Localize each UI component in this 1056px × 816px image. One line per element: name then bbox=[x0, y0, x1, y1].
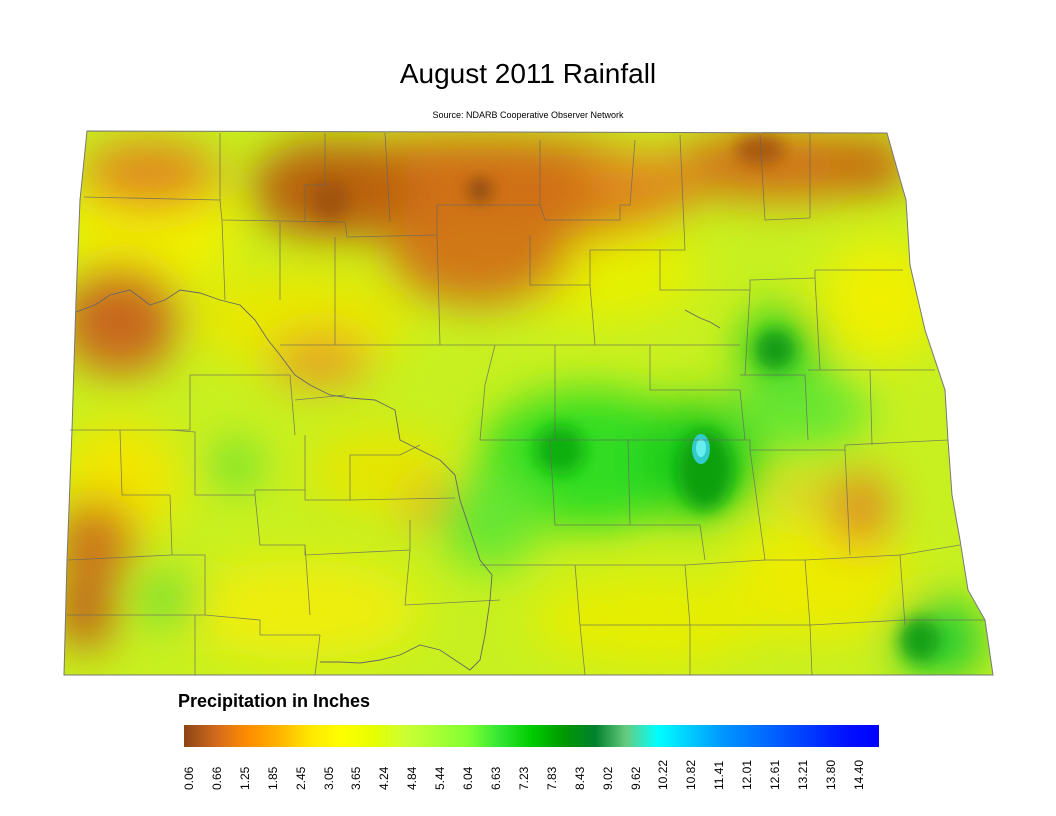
legend-tick-label: 6.63 bbox=[489, 766, 503, 790]
legend-tick-label: 0.66 bbox=[209, 766, 224, 790]
legend-tick-label: 13.21 bbox=[796, 759, 810, 790]
legend-tick-label: 1.25 bbox=[237, 766, 252, 790]
river-boundaries bbox=[75, 289, 721, 671]
legend-tick-label: 5.44 bbox=[433, 766, 448, 790]
map-title: August 2011 Rainfall bbox=[399, 58, 657, 89]
legend-tick-label: 1.85 bbox=[265, 766, 280, 790]
legend-tick-label: 9.02 bbox=[600, 766, 615, 790]
legend-tick-label: 11.41 bbox=[712, 760, 727, 790]
legend-tick-label: 0.06 bbox=[182, 766, 196, 790]
legend-tick-label: 14.40 bbox=[851, 759, 866, 790]
legend-tick-label: 6.04 bbox=[461, 766, 476, 790]
county-boundaries bbox=[67, 132, 985, 676]
legend-colorbar bbox=[184, 725, 879, 747]
legend-tick-label: 12.01 bbox=[740, 759, 755, 790]
legend-tick-label: 13.80 bbox=[823, 759, 838, 790]
legend-title: Precipitation in Inches bbox=[178, 691, 371, 711]
legend-tick-label: 7.83 bbox=[544, 766, 559, 790]
legend-tick-label: 3.65 bbox=[349, 766, 364, 790]
legend-ticks: 0.06 0.66 1.25 1.85 2.45 3.05 3.65 4.24 4.84 5.44… bbox=[182, 752, 879, 792]
legend-tick-label: 8.43 bbox=[572, 766, 587, 790]
legend-tick-label: 12.61 bbox=[768, 759, 783, 790]
legend-tick-label: 4.24 bbox=[377, 766, 392, 790]
legend-tick-label: 7.23 bbox=[516, 766, 531, 790]
legend-tick-label: 3.05 bbox=[321, 766, 336, 790]
legend-tick-label: 10.22 bbox=[656, 759, 671, 790]
legend-tick-label: 10.82 bbox=[684, 759, 699, 790]
legend-tick-label: 4.84 bbox=[405, 766, 420, 790]
precipitation-field bbox=[64, 131, 993, 675]
legend-tick-label: 2.45 bbox=[293, 766, 308, 790]
legend-tick-label: 9.62 bbox=[628, 766, 643, 790]
map-subtitle: Source: NDARB Cooperative Observer Netwo… bbox=[432, 110, 624, 120]
